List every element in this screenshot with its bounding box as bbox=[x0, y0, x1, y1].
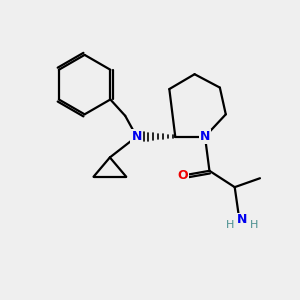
Text: H: H bbox=[250, 220, 258, 230]
Text: N: N bbox=[131, 130, 142, 143]
Text: N: N bbox=[237, 213, 247, 226]
Text: O: O bbox=[177, 169, 188, 182]
Text: N: N bbox=[200, 130, 210, 143]
Text: H: H bbox=[226, 220, 234, 230]
